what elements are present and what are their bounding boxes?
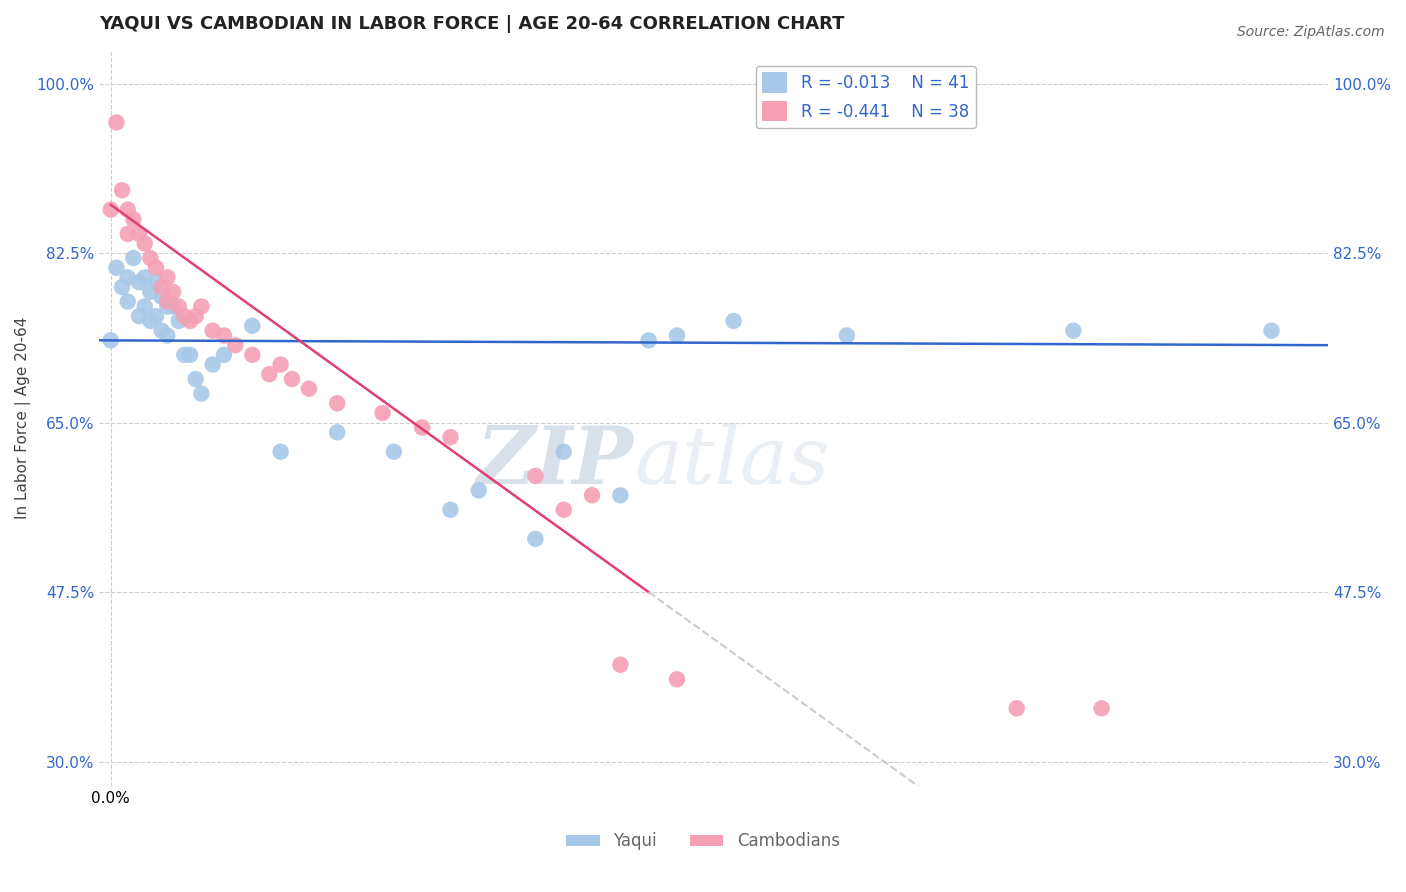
Point: [270, 358, 292, 372]
Point: [150, 290, 173, 304]
Point: [117, 227, 139, 241]
Point: [637, 334, 659, 348]
Point: [270, 444, 292, 458]
Point: [240, 318, 263, 333]
Point: [117, 270, 139, 285]
Point: [134, 300, 156, 314]
Point: [167, 314, 190, 328]
Point: [179, 348, 201, 362]
Point: [128, 227, 150, 241]
Text: ZIP: ZIP: [477, 423, 634, 500]
Point: [212, 328, 235, 343]
Point: [105, 260, 128, 275]
Point: [371, 406, 394, 420]
Point: [122, 212, 145, 227]
Point: [105, 115, 128, 129]
Point: [439, 503, 461, 517]
Point: [524, 532, 547, 546]
Point: [212, 348, 235, 362]
Point: [117, 294, 139, 309]
Point: [111, 183, 134, 197]
Point: [553, 444, 575, 458]
Point: [1260, 324, 1282, 338]
Point: [1091, 701, 1114, 715]
Point: [190, 386, 212, 401]
Point: [298, 382, 321, 396]
Legend: R = -0.013    N = 41, R = -0.441    N = 38: R = -0.013 N = 41, R = -0.441 N = 38: [755, 65, 976, 128]
Point: [145, 309, 167, 323]
Point: [259, 368, 281, 382]
Point: [139, 251, 162, 265]
Point: [1005, 701, 1028, 715]
Point: [411, 420, 433, 434]
Text: Source: ZipAtlas.com: Source: ZipAtlas.com: [1237, 25, 1385, 39]
Point: [201, 324, 224, 338]
Point: [156, 300, 179, 314]
Legend: Yaqui, Cambodians: Yaqui, Cambodians: [560, 826, 846, 857]
Point: [468, 483, 491, 498]
Point: [609, 657, 631, 672]
Point: [326, 396, 349, 410]
Point: [173, 348, 195, 362]
Point: [150, 324, 173, 338]
Point: [184, 372, 207, 386]
Point: [162, 300, 184, 314]
Point: [134, 236, 156, 251]
Point: [439, 430, 461, 444]
Point: [117, 202, 139, 217]
Point: [139, 285, 162, 299]
Point: [326, 425, 349, 440]
Point: [240, 348, 263, 362]
Point: [201, 358, 224, 372]
Point: [156, 270, 179, 285]
Point: [553, 503, 575, 517]
Point: [100, 334, 122, 348]
Point: [190, 300, 212, 314]
Point: [156, 328, 179, 343]
Point: [111, 280, 134, 294]
Point: [139, 314, 162, 328]
Point: [150, 280, 173, 294]
Point: [100, 202, 122, 217]
Point: [173, 309, 195, 323]
Point: [128, 309, 150, 323]
Point: [128, 275, 150, 289]
Point: [179, 314, 201, 328]
Point: [134, 270, 156, 285]
Point: [382, 444, 405, 458]
Point: [145, 275, 167, 289]
Point: [609, 488, 631, 502]
Point: [581, 488, 603, 502]
Point: [145, 260, 167, 275]
Text: atlas: atlas: [634, 423, 830, 500]
Point: [835, 328, 858, 343]
Point: [1062, 324, 1084, 338]
Point: [156, 294, 179, 309]
Point: [122, 251, 145, 265]
Point: [224, 338, 246, 352]
Point: [184, 309, 207, 323]
Point: [665, 673, 688, 687]
Point: [524, 469, 547, 483]
Point: [665, 328, 688, 343]
Point: [167, 300, 190, 314]
Text: YAQUI VS CAMBODIAN IN LABOR FORCE | AGE 20-64 CORRELATION CHART: YAQUI VS CAMBODIAN IN LABOR FORCE | AGE …: [100, 15, 845, 33]
Point: [281, 372, 304, 386]
Point: [162, 285, 184, 299]
Point: [723, 314, 745, 328]
Y-axis label: In Labor Force | Age 20-64: In Labor Force | Age 20-64: [15, 317, 31, 519]
